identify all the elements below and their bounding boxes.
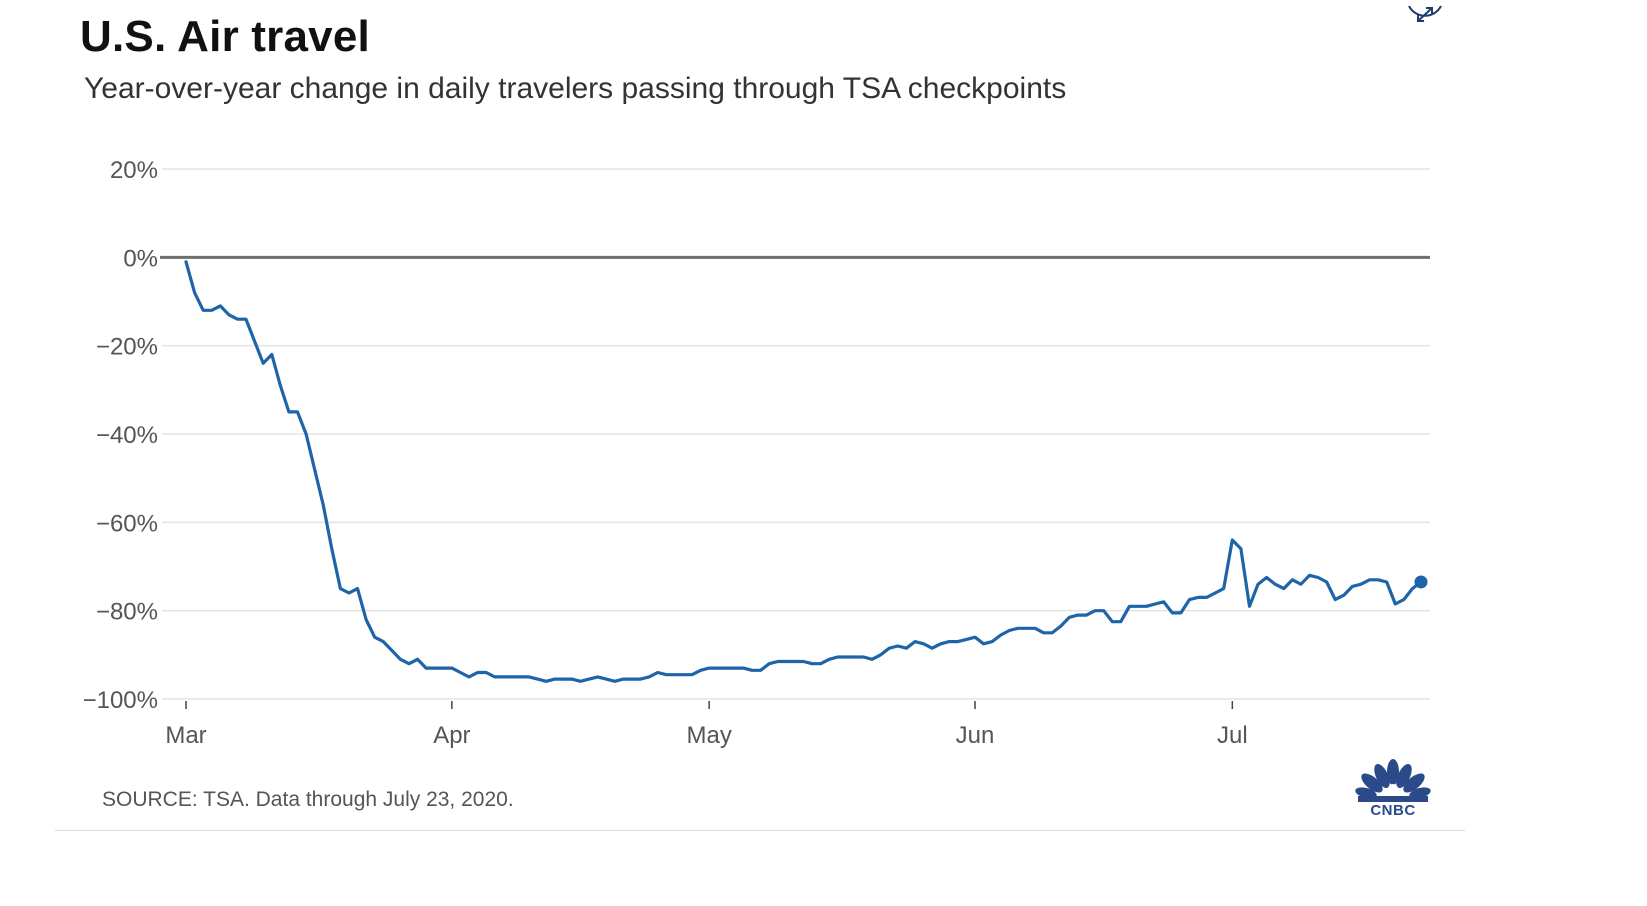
- grid-lines: [160, 168, 1430, 700]
- series-layer: [184, 260, 1428, 683]
- source-note: SOURCE: TSA. Data through July 23, 2020.: [102, 788, 514, 811]
- series-line: [184, 260, 1423, 683]
- cnbc-peacock-logo: [1355, 759, 1431, 802]
- x-tick-label: Jun: [956, 722, 995, 749]
- expand-arrows-icon: [1408, 5, 1442, 22]
- y-tick-label: 20%: [110, 157, 158, 184]
- y-axis-ticks: 20% 0% −20% −40% −60% −80% −100%: [83, 157, 158, 714]
- x-axis-ticks: Mar Apr May Jun Jul: [165, 701, 1248, 749]
- expand-button[interactable]: [1407, 0, 1443, 32]
- y-tick-label: −20%: [96, 334, 158, 361]
- y-tick-label: −100%: [83, 687, 158, 714]
- chart-subtitle: Year-over-year change in daily travelers…: [84, 72, 1067, 105]
- y-tick-label: 0%: [123, 245, 158, 272]
- x-tick-label: Apr: [433, 722, 470, 749]
- y-tick-label: −40%: [96, 422, 158, 449]
- y-tick-label: −60%: [96, 510, 158, 537]
- x-tick-label: Mar: [165, 722, 206, 749]
- chart-title: U.S. Air travel: [80, 12, 370, 61]
- x-tick-label: Jul: [1217, 722, 1248, 749]
- cnbc-logo: CNBC: [1352, 758, 1434, 820]
- divider: [55, 830, 1465, 831]
- last-point-marker: [1414, 575, 1428, 589]
- y-tick-label: −80%: [96, 599, 158, 626]
- logo-text: CNBC: [1370, 802, 1416, 819]
- x-tick-label: May: [686, 722, 731, 749]
